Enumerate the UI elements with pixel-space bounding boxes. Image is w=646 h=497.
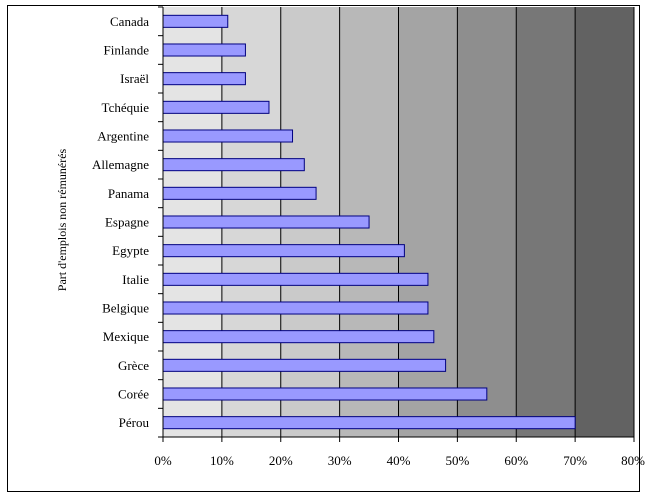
x-tick-label: 0% xyxy=(154,453,172,468)
x-tick-labels: 0% 10% 20% 30% 40% 50% 60% 70% 80% xyxy=(154,453,645,468)
axes xyxy=(158,6,635,442)
bar xyxy=(162,100,270,114)
bars xyxy=(162,14,576,430)
bar xyxy=(162,72,246,86)
category-label: Allemagne xyxy=(92,157,149,172)
category-label: Argentine xyxy=(97,129,149,144)
bar xyxy=(162,215,370,229)
background-band xyxy=(575,7,634,437)
bar xyxy=(162,186,317,200)
category-label: Grèce xyxy=(118,358,149,373)
category-label: Egypte xyxy=(112,243,149,258)
category-label: Belgique xyxy=(102,301,149,316)
x-tick-label: 30% xyxy=(328,453,352,468)
x-tick-label: 70% xyxy=(563,453,587,468)
category-label: Corée xyxy=(118,387,149,402)
x-tick-label: 10% xyxy=(210,453,234,468)
bar xyxy=(162,43,246,57)
x-tick-label: 40% xyxy=(387,453,411,468)
category-label: Pérou xyxy=(119,415,150,430)
x-tick-label: 20% xyxy=(269,453,293,468)
category-label: Panama xyxy=(108,186,149,201)
category-label: Canada xyxy=(110,14,149,29)
bar xyxy=(162,129,294,143)
x-tick-label: 50% xyxy=(445,453,469,468)
bar xyxy=(162,272,429,286)
category-label: Italie xyxy=(122,272,149,287)
bar xyxy=(162,301,429,315)
y-axis-title: Part d'emplois non rémunérés xyxy=(55,148,69,291)
bar xyxy=(162,387,488,401)
bar xyxy=(162,158,305,172)
background-band xyxy=(398,7,458,437)
background-band xyxy=(516,7,576,437)
background-band xyxy=(457,7,517,437)
category-label: Espagne xyxy=(105,215,149,230)
category-label: Mexique xyxy=(103,329,149,344)
category-label: Tchéquie xyxy=(102,100,150,115)
bar xyxy=(162,14,229,28)
category-labels: Canada Finlande Israël Tchéquie Argentine All… xyxy=(92,14,150,430)
category-label: Israël xyxy=(120,71,149,86)
x-tick-label: 80% xyxy=(621,453,645,468)
bar xyxy=(162,358,447,372)
x-tick-label: 60% xyxy=(504,453,528,468)
bar xyxy=(162,244,405,258)
category-label: Finlande xyxy=(104,43,150,58)
bar xyxy=(162,416,576,430)
bar xyxy=(162,330,435,344)
